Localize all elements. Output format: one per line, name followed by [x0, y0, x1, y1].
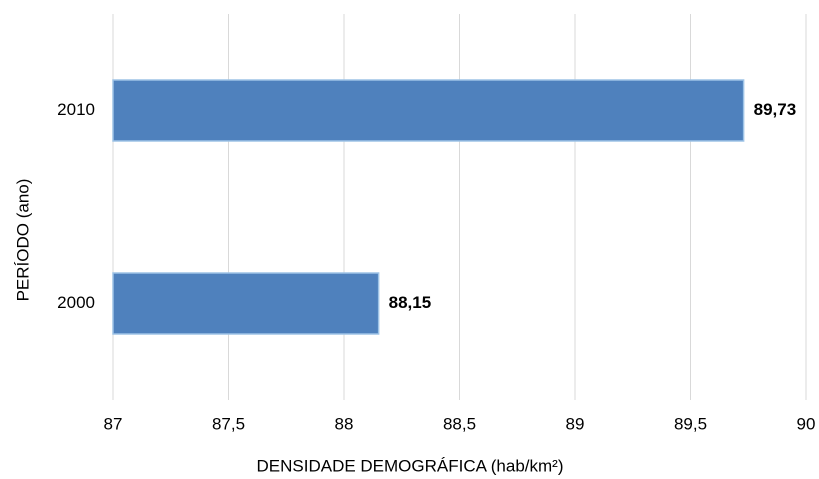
data-label: 88,15	[389, 293, 432, 312]
x-tick-label: 90	[797, 414, 816, 433]
y-tick-label: 2000	[57, 293, 95, 312]
bar	[112, 79, 745, 142]
x-axis-label: DENSIDADE DEMOGRÁFICA (hab/km²)	[257, 456, 564, 475]
x-tick-label: 88	[335, 414, 354, 433]
bar	[112, 272, 380, 335]
x-tick-label: 87,5	[212, 414, 245, 433]
y-tick-label: 2010	[57, 100, 95, 119]
y-axis-label: PERÍODO (ano)	[13, 179, 32, 302]
x-tick-label: 88,5	[443, 414, 476, 433]
x-tick-label: 89	[566, 414, 585, 433]
x-tick-label: 89,5	[674, 414, 707, 433]
data-label: 89,73	[754, 100, 797, 119]
x-tick-label: 87	[104, 414, 123, 433]
